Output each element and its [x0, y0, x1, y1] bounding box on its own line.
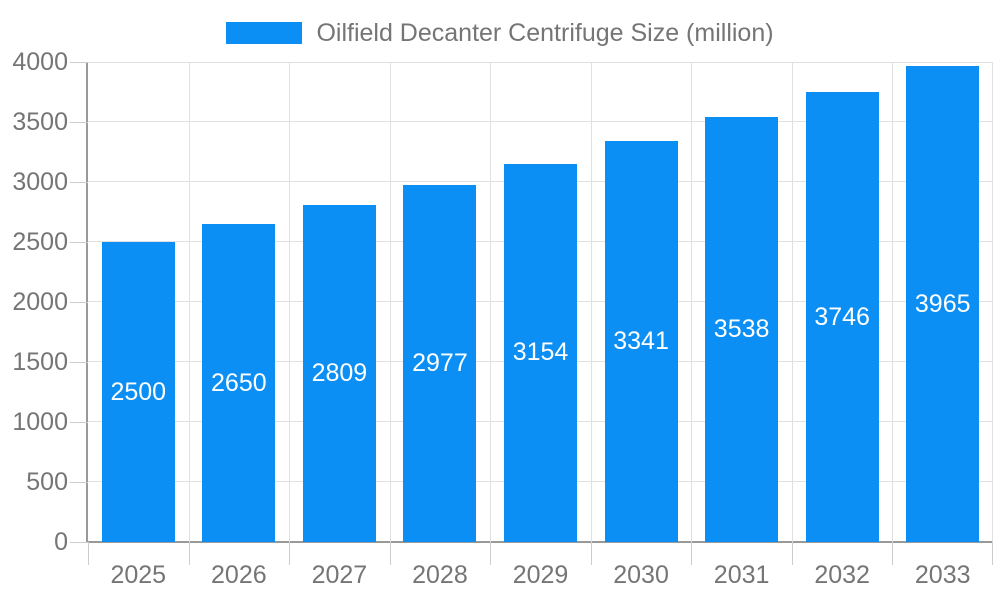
x-axis-label: 2029: [512, 561, 569, 589]
bar-value-label: 3154: [512, 338, 569, 367]
x-tick-mark: [289, 542, 291, 565]
x-tick-mark: [590, 542, 592, 565]
x-tick-mark: [490, 542, 492, 565]
y-axis-label: 2000: [12, 288, 68, 316]
y-axis-label: 3500: [12, 108, 68, 136]
gridline-vertical: [490, 62, 492, 542]
y-axis-label: 1000: [12, 408, 68, 436]
x-tick-mark: [791, 542, 793, 565]
legend-swatch: [226, 22, 303, 44]
y-tick-mark: [70, 122, 88, 123]
gridline-horizontal: [88, 62, 993, 63]
y-axis-label: 0: [54, 528, 68, 556]
y-tick-mark: [70, 362, 88, 363]
bar-value-label: 2809: [311, 358, 368, 387]
y-axis-label: 4000: [12, 48, 68, 76]
bar-2031: 3538: [705, 117, 779, 542]
y-tick-mark: [70, 242, 88, 243]
gridline-vertical: [892, 62, 894, 542]
bar-value-label: 3746: [814, 302, 870, 331]
legend-label: Oilfield Decanter Centrifuge Size (milli…: [316, 18, 774, 47]
bar-value-label: 2977: [412, 348, 468, 377]
bar-value-label: 2650: [211, 368, 267, 397]
gridline-vertical: [188, 62, 190, 542]
x-tick-mark: [892, 542, 894, 565]
x-tick-mark: [691, 542, 693, 565]
x-axis-label: 2027: [311, 561, 368, 589]
x-axis-label: 2026: [211, 561, 267, 589]
bar-value-label: 3965: [914, 289, 971, 318]
x-axis-label: 2031: [713, 561, 770, 589]
x-axis-label: 2030: [613, 561, 669, 589]
x-tick-mark: [188, 542, 190, 565]
y-axis-label: 1500: [12, 348, 68, 376]
y-tick-mark: [70, 542, 88, 543]
y-tick-mark: [70, 302, 88, 303]
x-tick-mark: [992, 542, 993, 565]
x-axis-line: [86, 541, 993, 543]
y-tick-mark: [70, 422, 88, 423]
x-tick-mark: [88, 542, 89, 565]
gridline-vertical: [691, 62, 693, 542]
y-axis-label: 2500: [12, 228, 68, 256]
y-tick-mark: [70, 62, 88, 63]
gridline-vertical: [791, 62, 793, 542]
bar-2033: 3965: [906, 66, 980, 542]
bar-value-label: 3341: [613, 327, 669, 356]
x-axis-label: 2025: [110, 561, 167, 589]
gridline-vertical: [590, 62, 592, 542]
y-tick-mark: [70, 482, 88, 483]
bar-2028: 2977: [403, 184, 477, 542]
bar-2032: 3746: [805, 92, 879, 542]
bar-2030: 3341: [604, 141, 678, 542]
gridline-vertical: [992, 62, 993, 542]
gridline-horizontal: [88, 121, 993, 122]
x-tick-mark: [389, 542, 391, 565]
y-tick-mark: [70, 182, 88, 183]
y-axis-label: 3000: [12, 168, 68, 196]
gridline-vertical: [289, 62, 291, 542]
bar-2027: 2809: [302, 204, 376, 542]
x-axis-label: 2028: [412, 561, 468, 589]
bar-value-label: 2500: [110, 377, 167, 406]
gridline-vertical: [389, 62, 391, 542]
x-axis-label: 2033: [914, 561, 971, 589]
legend: Oilfield Decanter Centrifuge Size (milli…: [0, 16, 1000, 50]
bar-2026: 2650: [202, 224, 276, 542]
y-axis-label: 500: [26, 468, 68, 496]
bar-2029: 3154: [504, 163, 577, 542]
bar-value-label: 3538: [713, 315, 770, 344]
bar-2025: 2500: [101, 242, 175, 542]
plot-area: 2500 2650 2809 2977 3154 3341 3538 3746 3965: [88, 62, 993, 542]
x-axis-label: 2032: [814, 561, 870, 589]
